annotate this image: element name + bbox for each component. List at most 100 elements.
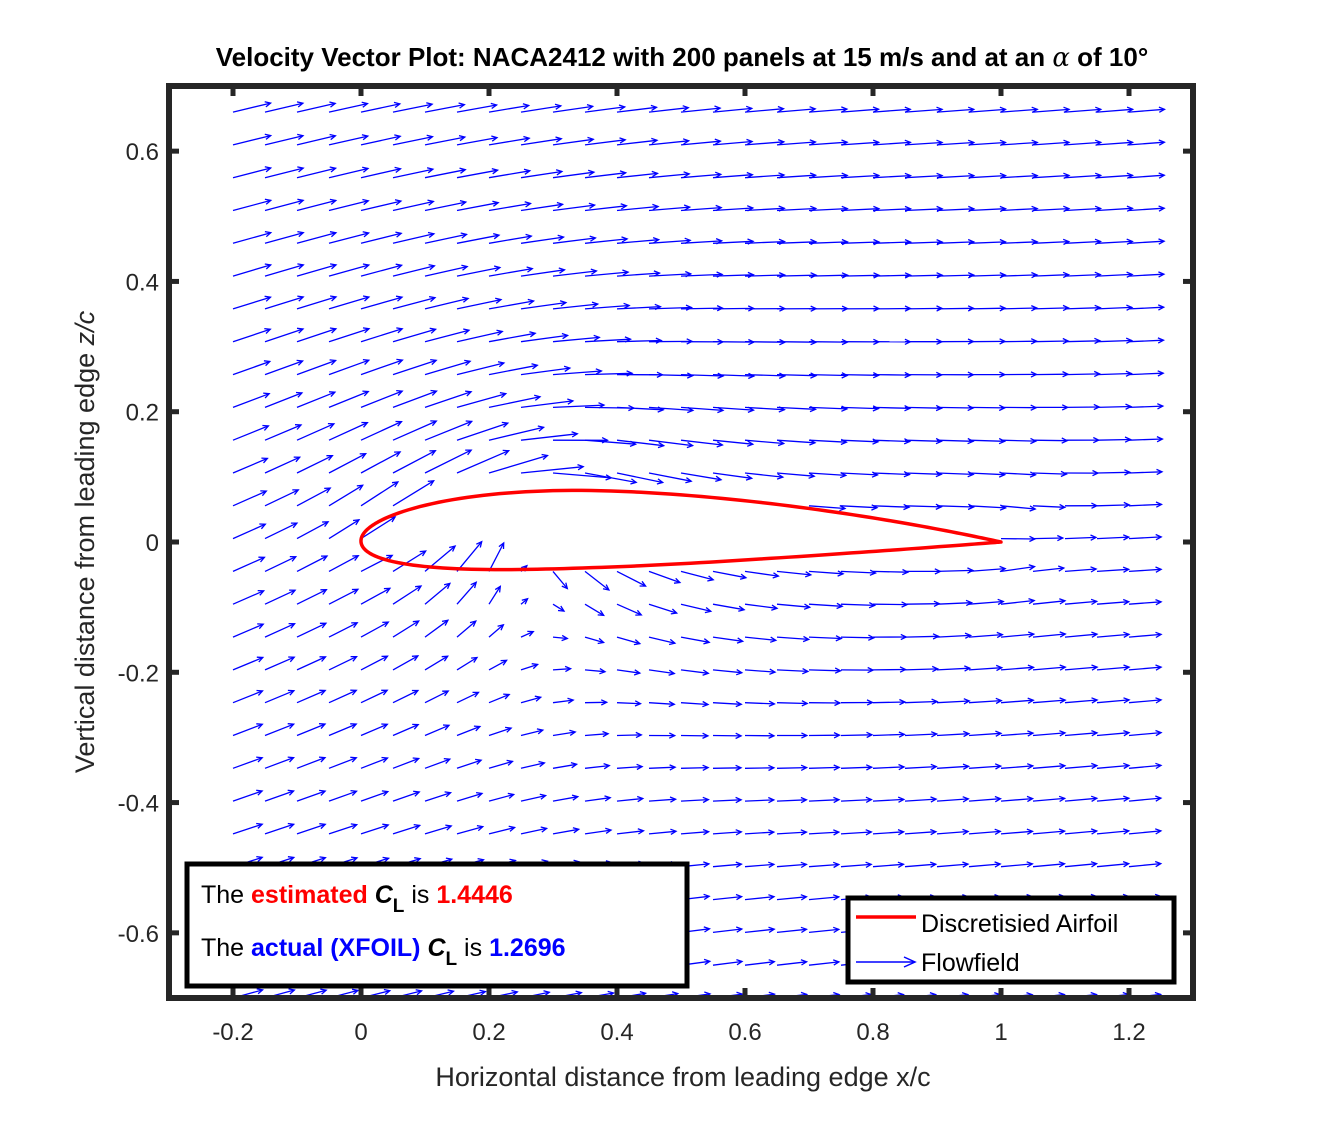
flow-vector <box>232 360 272 376</box>
flow-vector <box>904 796 938 803</box>
flow-vector <box>840 861 873 868</box>
flow-vector <box>680 570 715 582</box>
flow-vector <box>584 603 605 617</box>
flow-vector <box>712 829 743 836</box>
flow-vector <box>968 730 1003 737</box>
flow-vector <box>424 582 452 605</box>
flow-vector <box>488 394 542 409</box>
flow-vector <box>264 391 304 409</box>
flow-vector <box>296 422 336 441</box>
flow-vector <box>616 137 659 146</box>
flow-vector <box>520 136 563 146</box>
flow-vector <box>776 668 810 675</box>
flow-vector <box>520 103 563 113</box>
flow-vector <box>424 655 449 671</box>
flow-vector <box>776 272 818 279</box>
flow-vector <box>744 636 778 643</box>
flow-vector <box>616 731 643 739</box>
flow-vector <box>360 295 404 310</box>
flow-vector <box>584 795 612 802</box>
flow-vector <box>776 894 808 901</box>
flow-vector <box>840 699 875 706</box>
flow-vector <box>680 472 723 483</box>
flow-vector <box>744 272 787 279</box>
flow-vector <box>1096 370 1133 377</box>
flow-vector <box>584 269 630 277</box>
flow-vector <box>584 203 628 212</box>
flow-vector <box>456 361 506 376</box>
flow-vector <box>712 861 743 868</box>
flow-vector <box>1128 370 1165 377</box>
flow-vector <box>392 358 438 376</box>
flow-vector <box>680 796 710 804</box>
flow-vector <box>968 598 1005 606</box>
flow-vector <box>1096 598 1131 606</box>
flow-vector <box>616 170 659 179</box>
actual-cl-line: The actual (XFOIL) CL is 1.2696 <box>201 934 566 970</box>
flow-vector <box>616 337 663 344</box>
flow-vector <box>1064 828 1099 835</box>
flow-vector <box>296 622 328 638</box>
flow-vector <box>232 656 265 671</box>
flow-vector <box>776 106 817 113</box>
flow-vector <box>328 823 359 835</box>
flow-vector <box>552 103 595 113</box>
flow-vector <box>456 200 500 212</box>
flow-vector <box>1096 664 1131 671</box>
flow-vector <box>232 198 273 212</box>
flow-vector <box>552 729 577 737</box>
flow-vector <box>360 101 402 113</box>
flow-vector <box>360 689 389 704</box>
flow-vector <box>936 861 970 868</box>
flow-vector <box>1032 762 1067 770</box>
flow-vector <box>392 420 438 441</box>
flow-vector <box>264 166 305 179</box>
flow-vector <box>744 926 776 934</box>
flow-vector <box>1032 534 1065 542</box>
flow-vector <box>712 138 754 146</box>
flow-vector <box>1128 106 1166 113</box>
flow-vector <box>1096 469 1132 476</box>
flow-vector <box>328 263 371 277</box>
flow-vector <box>744 732 776 739</box>
flow-vector <box>1032 861 1066 868</box>
flow-vector <box>1000 763 1035 770</box>
flow-vector <box>360 790 390 802</box>
flow-vector <box>872 763 906 771</box>
flow-vector <box>392 790 421 802</box>
flow-vector <box>232 101 273 113</box>
flow-vector <box>1128 337 1166 344</box>
flow-vector <box>1000 597 1036 605</box>
flow-vector <box>1096 860 1131 868</box>
flow-vector <box>1032 697 1067 704</box>
flow-vector <box>488 266 534 277</box>
flow-vector <box>808 570 845 577</box>
flow-vector <box>776 372 818 379</box>
flow-vector <box>296 133 337 146</box>
flow-vector <box>616 439 666 449</box>
flow-vector <box>936 567 975 574</box>
flow-vector <box>328 166 370 179</box>
flow-vector <box>936 763 971 770</box>
flow-vector <box>360 587 392 605</box>
flow-vector <box>744 796 776 804</box>
flow-vector <box>776 635 811 643</box>
flow-vector <box>872 861 905 868</box>
y-tick-label: -0.4 <box>118 791 159 818</box>
flow-vector <box>488 759 514 769</box>
flow-vector <box>1096 828 1131 835</box>
flow-vector <box>488 201 532 212</box>
flow-vector <box>840 829 873 836</box>
flow-vector <box>1128 436 1164 443</box>
flow-vector <box>264 295 305 310</box>
flow-vector <box>328 689 358 704</box>
flow-vector <box>392 199 435 212</box>
flow-vector <box>392 480 435 507</box>
flow-vector <box>1000 631 1036 638</box>
flow-vector <box>1064 762 1099 770</box>
flow-vector <box>712 893 744 901</box>
flow-vector <box>360 199 403 212</box>
flow-vector <box>1128 762 1163 770</box>
flow-vector <box>1032 304 1070 312</box>
flow-vector <box>296 521 330 540</box>
